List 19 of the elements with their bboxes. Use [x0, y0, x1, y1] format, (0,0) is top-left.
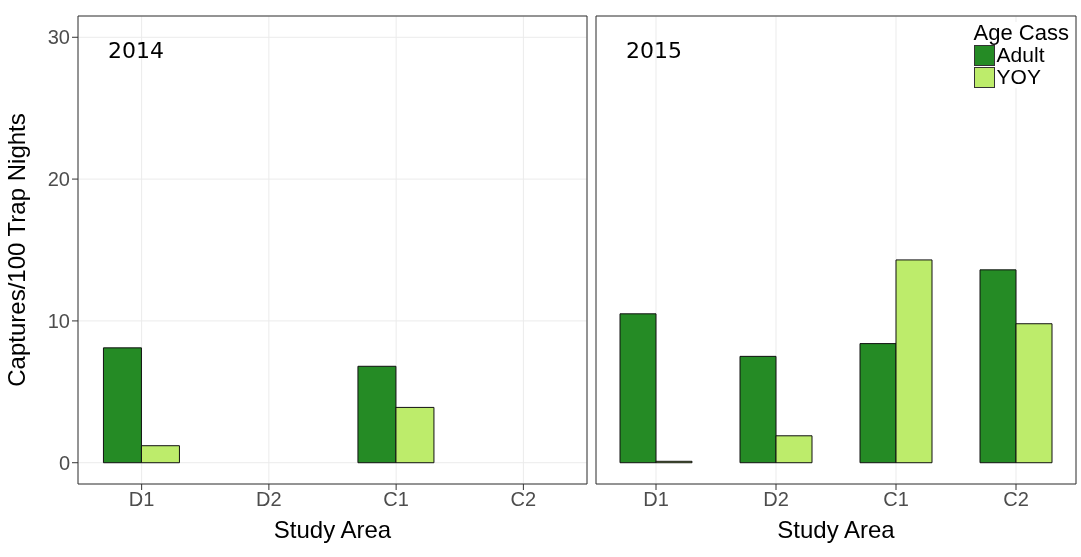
x-tick-label: D1: [643, 488, 669, 511]
annotation: 2014: [108, 38, 164, 63]
y-tick-label: 10: [47, 310, 70, 333]
x-tick-label: D2: [763, 488, 789, 511]
x-tick-label: C2: [1003, 488, 1029, 511]
legend-label: YOY: [995, 65, 1042, 88]
x-tick-label: D1: [128, 488, 155, 511]
y-tick-label: 20: [47, 168, 70, 191]
legend-title: Age Cass: [973, 20, 1069, 45]
x-axis-title: Study Area: [777, 516, 896, 543]
x-tick-label: C2: [510, 488, 537, 511]
y-tick-label: 0: [58, 451, 70, 474]
y-axis-title: Captures/100 Trap Nights: [2, 113, 30, 387]
x-tick-label: D2: [256, 488, 282, 511]
x-tick-label: C1: [383, 488, 409, 511]
x-tick-label: C1: [883, 488, 909, 511]
annotation: 2015: [626, 38, 682, 63]
x-axis-title: Study Area: [273, 516, 392, 543]
y-tick-label: 30: [47, 26, 70, 49]
